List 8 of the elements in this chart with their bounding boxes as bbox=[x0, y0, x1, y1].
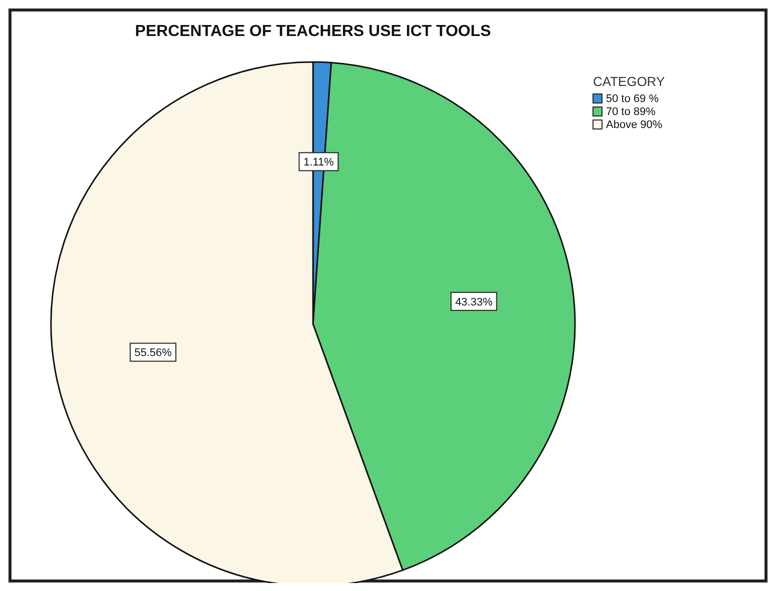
data-label: 55.56% bbox=[134, 347, 172, 360]
legend-label: 50 to 69 % bbox=[606, 93, 659, 105]
data-label: 1.11% bbox=[303, 156, 334, 169]
legend-title: CATEGORY bbox=[593, 74, 666, 89]
data-label: 43.33% bbox=[455, 296, 493, 308]
chart-title: PERCENTAGE OF TEACHERS USE ICT TOOLS bbox=[135, 23, 492, 40]
legend-label: Above 90% bbox=[606, 119, 662, 131]
legend-label: 70 to 89% bbox=[606, 106, 656, 118]
